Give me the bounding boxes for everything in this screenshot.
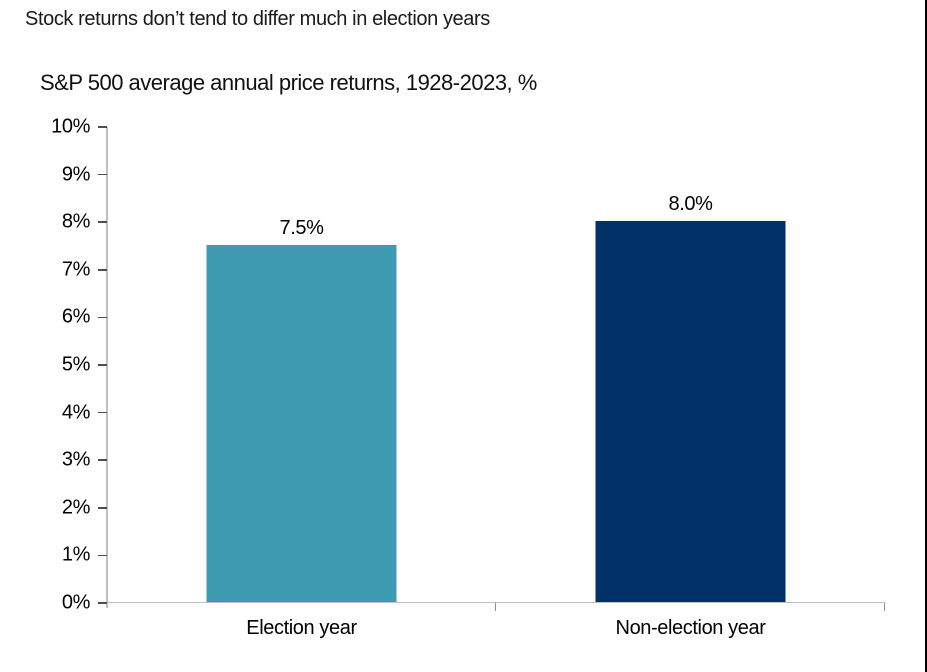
y-axis-tick <box>98 221 107 223</box>
y-axis-tick <box>98 316 107 319</box>
y-axis-tick-label: 10% <box>51 115 90 138</box>
y-axis-tick <box>98 507 107 509</box>
y-axis-tick-label: 6% <box>61 305 91 328</box>
chart-title: Stock returns don’t tend to differ much … <box>25 8 490 30</box>
x-axis-line <box>98 601 885 603</box>
y-axis-tick <box>98 126 107 128</box>
y-axis-tick-label: 7% <box>61 258 91 281</box>
bar-value-label: 7.5% <box>279 217 324 239</box>
y-axis-tick <box>98 364 107 366</box>
y-axis-tick <box>98 554 107 557</box>
bar-value-label: 8.0% <box>668 193 713 216</box>
bar-election-year: 7.5% <box>206 217 397 602</box>
chart-subtitle: S&P 500 average annual price returns, 19… <box>40 70 537 95</box>
y-axis-tick <box>98 269 107 271</box>
plot-area: 0% 1% 2% 3% 4% 5% 6% 7% 8% 9% 10% 7.5% Election year… <box>51 116 885 639</box>
y-axis-tick <box>98 459 107 461</box>
y-axis-tick-label: 1% <box>61 543 91 566</box>
y-axis-tick <box>98 173 107 176</box>
x-axis-tick <box>883 603 885 611</box>
y-axis-tick <box>98 602 107 604</box>
y-axis-tick <box>98 411 107 414</box>
y-axis-tick-label: 9% <box>61 163 91 186</box>
bar-non-election-year: 8.0% <box>595 193 786 602</box>
x-category-label: Election year <box>246 617 357 639</box>
y-axis-tick-label: 2% <box>61 496 91 519</box>
y-axis-tick-label: 4% <box>61 401 91 424</box>
y-axis-tick-label: 8% <box>61 210 91 233</box>
x-axis-tick <box>494 603 496 611</box>
y-axis-tick-label: 3% <box>61 448 91 471</box>
y-axis-tick-label: 0% <box>61 591 91 614</box>
y-axis-line <box>106 127 108 608</box>
y-axis-tick-label: 5% <box>61 353 91 376</box>
x-category-label: Non-election year <box>615 617 766 639</box>
